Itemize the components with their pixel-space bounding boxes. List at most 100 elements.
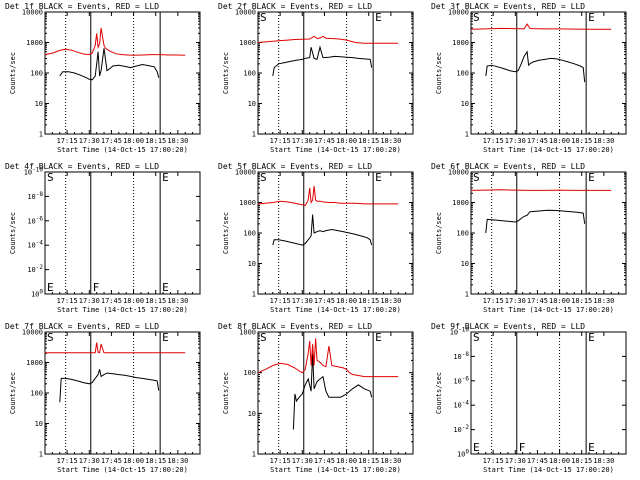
plot-title: Det 8f BLACK = Events, RED = LLD [218, 322, 372, 331]
series-line-events [485, 50, 586, 83]
x-tick-label: 17:30 [505, 137, 526, 145]
marker-e: E [588, 331, 595, 344]
y-tick-label: 10-6 [453, 375, 469, 385]
x-tick-label: 18:00 [336, 297, 357, 305]
x-tick-label: 18:00 [549, 137, 570, 145]
y-tick-label: 1000 [452, 39, 469, 47]
series-line-lld [470, 189, 612, 191]
x-tick-label: 18:15 [571, 457, 592, 465]
plot-frame [470, 331, 627, 455]
plot-panel-3: Det 3f BLACK = Events, RED = LLD 1 10 100 10… [431, 2, 627, 154]
y-tick-label: 1 [465, 131, 469, 139]
x-tick-label: 17:30 [505, 297, 526, 305]
series-line-lld [257, 35, 399, 44]
x-axis-label: Start Time (14-Oct-15 17:00:20) [57, 306, 188, 314]
series-line-lld [257, 338, 399, 378]
series-line-lld [470, 23, 612, 30]
y-tick-label: 100 [30, 70, 43, 78]
plot-title: Det 9f BLACK = Events, RED = LLD [431, 322, 585, 331]
y-tick-label: 10 [461, 100, 469, 108]
series-line-events [59, 369, 160, 403]
y-tick-label: 10-2 [27, 264, 43, 274]
y-tick-label: 10 [248, 410, 256, 418]
x-axis-label: Start Time (14-Oct-15 17:00:20) [57, 466, 188, 474]
x-tick-label: 17:45 [101, 457, 122, 465]
y-tick-label: 100 [457, 449, 469, 459]
x-tick-label: 18:00 [549, 297, 570, 305]
x-axis-label: Start Time (14-Oct-15 17:00:20) [483, 466, 614, 474]
y-tick-label: 1000 [239, 39, 256, 47]
marker-s: S [473, 171, 480, 184]
x-axis-label: Start Time (14-Oct-15 17:00:20) [483, 146, 614, 154]
x-tick-label: 18:30 [167, 457, 188, 465]
y-axis-label: Counts/sec [222, 372, 230, 414]
marker-e: E [375, 11, 382, 24]
y-tick-label: 100 [243, 70, 256, 78]
x-tick-label: 17:30 [505, 457, 526, 465]
x-tick-label: 18:00 [549, 457, 570, 465]
y-tick-label: 10-10 [450, 327, 470, 337]
x-tick-label: 17:45 [527, 457, 548, 465]
marker-e: E [375, 331, 382, 344]
marker-e-bottom: E [162, 281, 169, 294]
y-axis-label: Counts/sec [435, 372, 443, 414]
x-tick-label: 18:00 [336, 457, 357, 465]
series-line-lld [45, 342, 186, 354]
marker-e-bottom-left: E [47, 281, 54, 294]
x-tick-label: 17:15 [483, 297, 504, 305]
x-tick-label: 18:30 [380, 457, 401, 465]
plot-panel-9: Det 9f BLACK = Events, RED = LLD 100 10-2 1… [431, 322, 627, 474]
plot-panel-7: Det 7f BLACK = Events, RED = LLD 1 10 100 10… [5, 322, 201, 474]
y-axis-label: Counts/sec [222, 212, 230, 254]
x-tick-label: 17:45 [101, 297, 122, 305]
x-tick-label: 18:15 [145, 457, 166, 465]
y-tick-label: 10 [35, 420, 43, 428]
marker-s: S [260, 331, 267, 344]
plot-title: Det 4f BLACK = Events, RED = LLD [5, 162, 159, 171]
plot-panel-4: Det 4f BLACK = Events, RED = LLD 100 10-2 1… [5, 162, 201, 314]
y-tick-label: 10000 [448, 169, 469, 177]
plot-panel-6: Det 6f BLACK = Events, RED = LLD 1 10 100 10… [431, 162, 627, 314]
x-tick-label: 17:15 [57, 457, 78, 465]
marker-f: F [93, 281, 100, 294]
y-tick-label: 10-8 [453, 351, 469, 361]
x-axis-label: Start Time (14-Oct-15 17:00:20) [57, 146, 188, 154]
x-tick-label: 17:45 [527, 297, 548, 305]
y-tick-label: 10000 [235, 9, 256, 17]
x-axis-label: Start Time (14-Oct-15 17:00:20) [270, 466, 401, 474]
x-tick-label: 17:45 [314, 457, 335, 465]
x-tick-label: 18:30 [167, 297, 188, 305]
x-tick-label: 17:30 [292, 137, 313, 145]
x-tick-label: 17:15 [270, 297, 291, 305]
marker-e: E [588, 171, 595, 184]
y-tick-label: 1 [252, 451, 256, 459]
plot-title: Det 6f BLACK = Events, RED = LLD [431, 162, 585, 171]
marker-e: E [375, 171, 382, 184]
x-tick-label: 18:30 [167, 137, 188, 145]
x-tick-label: 17:45 [314, 297, 335, 305]
x-tick-label: 18:00 [123, 137, 144, 145]
y-tick-label: 10 [35, 100, 43, 108]
y-axis-label: Counts/sec [435, 212, 443, 254]
y-axis-label: Counts/sec [222, 52, 230, 94]
plot-frame [44, 171, 201, 295]
y-axis-label: Counts/sec [435, 52, 443, 94]
x-tick-label: 17:30 [292, 297, 313, 305]
x-tick-label: 18:15 [571, 297, 592, 305]
y-tick-label: 10000 [22, 9, 43, 17]
y-tick-label: 1 [252, 131, 256, 139]
plot-panel-2: Det 2f BLACK = Events, RED = LLD 1 10 100 10… [218, 2, 414, 154]
plot-frame [257, 11, 414, 135]
x-axis-label: Start Time (14-Oct-15 17:00:20) [270, 306, 401, 314]
plot-frame [470, 11, 627, 135]
y-axis-label: Counts/sec [9, 52, 17, 94]
y-tick-label: 1000 [239, 199, 256, 207]
series-line-events [272, 45, 373, 77]
x-tick-label: 17:45 [527, 137, 548, 145]
y-tick-label: 10-10 [24, 167, 44, 177]
marker-e: E [162, 171, 169, 184]
y-axis-label: Counts/sec [9, 372, 17, 414]
series-line-events [59, 48, 160, 81]
x-tick-label: 18:15 [571, 137, 592, 145]
